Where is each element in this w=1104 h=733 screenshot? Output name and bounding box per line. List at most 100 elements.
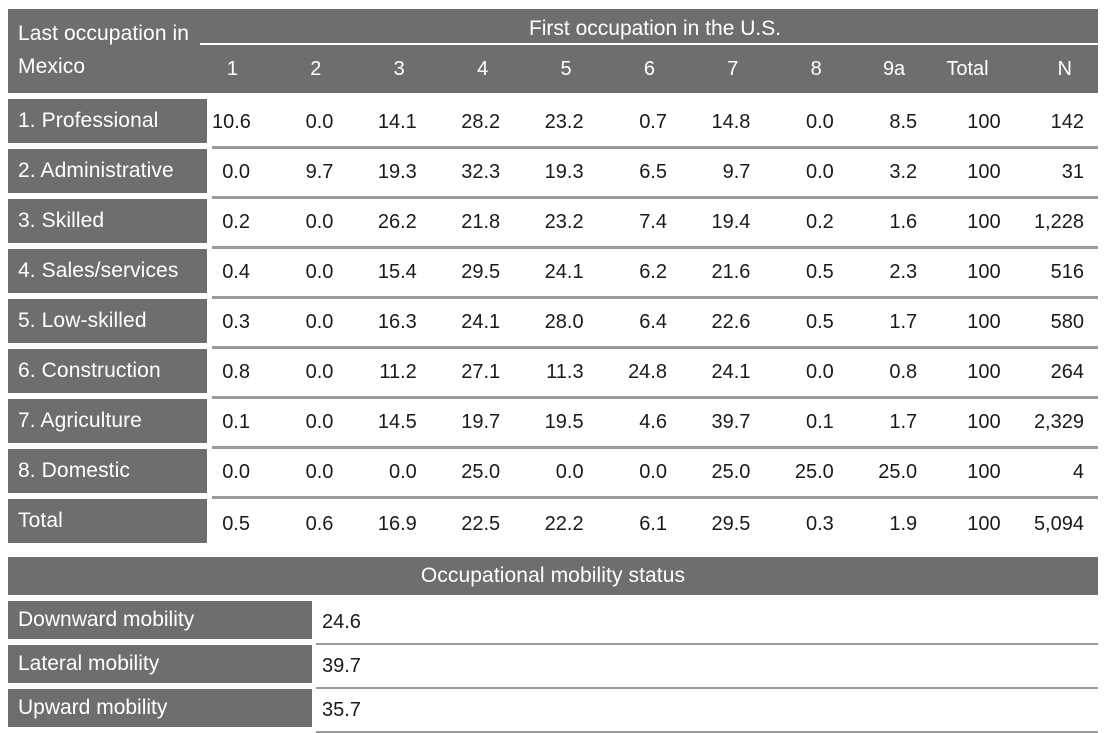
data-cell: 1.6	[889, 211, 918, 233]
data-cell: 0.0	[805, 361, 834, 383]
data-cell: 0.0	[388, 461, 417, 483]
data-cell: 1.9	[889, 512, 918, 535]
data-cell: 11.3	[546, 361, 584, 383]
data-cell: 9.7	[305, 161, 334, 183]
row-label: 5. Low-skilled	[8, 299, 207, 343]
data-cell: 100	[967, 461, 1001, 483]
row-label: 2. Administrative	[8, 149, 207, 193]
data-cell: 0.3	[805, 512, 834, 535]
data-cell: 21.6	[711, 261, 751, 283]
data-cell: 9.7	[722, 161, 751, 183]
data-cell: 0.0	[555, 461, 584, 483]
data-cell: 0.0	[805, 111, 834, 133]
data-cell: 2,329	[1033, 411, 1084, 433]
column-header-N: N	[1057, 57, 1072, 80]
mobility-row: Lateral mobility 39.7	[8, 645, 1098, 689]
data-cell: 22.5	[461, 512, 501, 535]
row-values: 0.2 0.0 26.2 21.8 23.2 7.4 19.4 0.2 1.6 100 1,228	[212, 199, 1098, 249]
data-cell: 24.8	[628, 361, 667, 383]
data-cell: 7.4	[639, 211, 667, 233]
data-cell: 39.7	[711, 411, 751, 433]
data-cell: 6.5	[639, 161, 667, 183]
table-header: Last occupation in Mexico First occupati…	[8, 9, 1098, 93]
mobility-rows: Downward mobility 24.6 Lateral mobility 39.…	[8, 601, 1098, 733]
data-cell: 1.7	[889, 411, 918, 433]
column-group-underline	[200, 43, 1098, 45]
data-cell: 0.5	[222, 512, 250, 535]
data-cell: 6.2	[639, 261, 667, 283]
data-cell: 27.1	[461, 361, 501, 383]
data-cell: 8.5	[889, 111, 918, 133]
column-header-1: 1	[226, 57, 238, 80]
mobility-section-banner: Occupational mobility status	[8, 557, 1098, 595]
mobility-row: Downward mobility 24.6	[8, 601, 1098, 645]
data-cell: 19.3	[544, 161, 584, 183]
row-values: 0.0 0.0 0.0 25.0 0.0 0.0 25.0 25.0 25.0 100 4	[212, 449, 1098, 499]
mobility-row: Upward mobility 35.7	[8, 689, 1098, 733]
data-cell: 28.2	[461, 111, 501, 133]
table-row: 4. Sales/services 0.4 0.0 15.4 29.5 24.1 6.2 21…	[8, 249, 1098, 299]
occupational-mobility-table: Last occupation in Mexico First occupati…	[8, 9, 1098, 733]
data-cell: 24.1	[711, 361, 751, 383]
data-cell: 25.0	[461, 461, 501, 483]
row-label: 3. Skilled	[8, 199, 207, 243]
column-header-9a: 9a	[882, 57, 906, 80]
column-header-8: 8	[810, 57, 822, 80]
data-cell: 100	[967, 111, 1001, 133]
data-cell: 19.7	[461, 411, 501, 433]
data-cell: 5,094	[1033, 512, 1084, 535]
row-label: Total	[8, 499, 207, 543]
data-cell: 580	[1050, 311, 1084, 333]
data-cell: 0.2	[222, 211, 250, 233]
mobility-row-label: Lateral mobility	[8, 645, 312, 683]
mobility-row-label: Upward mobility	[8, 689, 312, 727]
data-cell: 29.5	[461, 261, 501, 283]
data-cell: 100	[967, 411, 1001, 433]
row-label: 6. Construction	[8, 349, 207, 393]
column-header-5: 5	[560, 57, 572, 80]
row-label: 7. Agriculture	[8, 399, 207, 443]
column-group-title: First occupation in the U.S.	[528, 17, 782, 40]
data-cell: 516	[1050, 261, 1084, 283]
data-cell: 29.5	[711, 512, 751, 535]
data-cell: 22.2	[544, 512, 584, 535]
row-label: 1. Professional	[8, 99, 207, 143]
data-cell: 2.3	[889, 261, 918, 283]
mobility-row-label: Downward mobility	[8, 601, 312, 639]
table-row: Total 0.5 0.6 16.9 22.5 22.2 6.1 29.5 0.3 1.9 100 5…	[8, 499, 1098, 549]
data-cell: 264	[1050, 361, 1084, 383]
data-cell: 0.0	[305, 261, 334, 283]
data-cell: 0.0	[222, 161, 250, 183]
table-row: 3. Skilled 0.2 0.0 26.2 21.8 23.2 7.4 19.4 0.2 1.…	[8, 199, 1098, 249]
column-headers: 1 2 3 4 5 6 7 8 9a Total N	[212, 45, 1098, 93]
table-row: 5. Low-skilled 0.3 0.0 16.3 24.1 28.0 6.4 22.6 0…	[8, 299, 1098, 349]
data-cell: 0.4	[222, 261, 250, 283]
data-cell: 0.0	[305, 361, 334, 383]
row-values: 0.1 0.0 14.5 19.7 19.5 4.6 39.7 0.1 1.7 100 2,329	[212, 399, 1098, 449]
data-cell: 22.6	[711, 311, 751, 333]
data-cell: 23.2	[544, 211, 584, 233]
row-values: 0.8 0.0 11.2 27.1 11.3 24.8 24.1 0.0 0.8 100 264	[212, 349, 1098, 399]
table-row: 1. Professional 10.6 0.0 14.1 28.2 23.2 0.7 14.…	[8, 99, 1098, 149]
data-cell: 100	[967, 311, 1001, 333]
data-cell: 0.7	[639, 111, 667, 133]
row-values: 10.6 0.0 14.1 28.2 23.2 0.7 14.8 0.0 8.5 100 142	[212, 99, 1098, 149]
data-cell: 19.4	[711, 211, 751, 233]
table-row: 8. Domestic 0.0 0.0 0.0 25.0 0.0 0.0 25.0 25.0 25…	[8, 449, 1098, 499]
data-cell: 19.5	[544, 411, 584, 433]
data-cell: 28.0	[544, 311, 584, 333]
column-header-7: 7	[727, 57, 739, 80]
table-body: 1. Professional 10.6 0.0 14.1 28.2 23.2 0.7 14.…	[8, 99, 1098, 549]
column-header-2: 2	[310, 57, 322, 80]
data-cell: 0.2	[805, 211, 834, 233]
data-cell: 0.1	[222, 411, 250, 433]
data-cell: 0.3	[222, 311, 250, 333]
data-cell: 15.4	[377, 261, 417, 283]
column-header-6: 6	[643, 57, 655, 80]
row-values: 0.3 0.0 16.3 24.1 28.0 6.4 22.6 0.5 1.7 100 580	[212, 299, 1098, 349]
data-cell: 100	[967, 161, 1001, 183]
data-cell: 1.7	[889, 311, 918, 333]
data-cell: 0.0	[305, 411, 334, 433]
column-group: First occupation in the U.S. 1 2 3 4 5 6 7 8 9a T…	[200, 9, 1098, 93]
data-cell: 4	[1072, 461, 1084, 483]
